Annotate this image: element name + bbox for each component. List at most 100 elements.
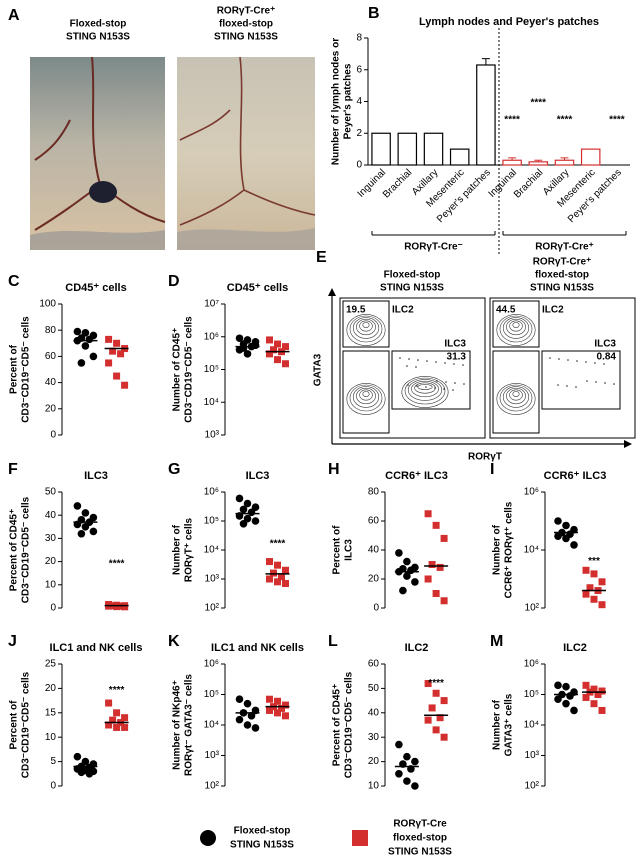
- data-point: [85, 335, 94, 344]
- data-point: [89, 352, 98, 361]
- y-tick-label: 50: [45, 487, 57, 498]
- significance: ****: [504, 115, 520, 126]
- event-dot: [566, 385, 568, 387]
- contour: [502, 317, 530, 339]
- contour: [509, 389, 523, 401]
- y-tick-label: 20: [45, 556, 57, 567]
- event-dot: [558, 358, 560, 360]
- y-tick-label: 60: [368, 659, 380, 670]
- y-axis-label: Peyer's patches: [343, 63, 354, 139]
- y-axis-label: GATA3: [313, 353, 324, 386]
- y-tick-label: 10⁵: [204, 364, 219, 375]
- contour: [349, 315, 383, 343]
- event-dot: [443, 388, 445, 390]
- event-dot: [399, 357, 401, 359]
- bar: [423, 132, 444, 166]
- data-point: [432, 521, 440, 529]
- data-point: [554, 681, 562, 690]
- data-point: [113, 372, 121, 380]
- data-point: [582, 681, 590, 689]
- data-point: [81, 523, 90, 531]
- contour: [509, 320, 523, 332]
- y-tick-label: 10: [45, 579, 57, 590]
- y-tick-label: 10: [45, 732, 57, 743]
- data-point: [582, 566, 590, 574]
- event-dot: [436, 380, 438, 382]
- data-point: [266, 558, 273, 566]
- event-dot: [416, 385, 418, 387]
- data-point: [428, 561, 436, 568]
- data-point: [85, 770, 94, 778]
- y-tick-label: 10⁵: [204, 516, 219, 527]
- data-point: [251, 517, 260, 525]
- contour: [506, 318, 526, 336]
- y-tick-label: 10²: [205, 603, 220, 614]
- y-tick-label: 10³: [205, 430, 220, 441]
- gate-value: 19.5: [346, 305, 366, 316]
- y-tick-label: 8: [356, 33, 362, 44]
- data-point: [266, 336, 273, 344]
- event-dot: [445, 381, 447, 383]
- contour: [496, 383, 536, 415]
- data-point: [109, 716, 117, 724]
- data-point: [598, 687, 606, 695]
- gate: [342, 300, 390, 348]
- data-point: [582, 590, 590, 598]
- y-tick-label: 10³: [205, 750, 220, 761]
- legend-label: floxed-stop: [393, 833, 447, 844]
- data-point: [113, 339, 121, 347]
- y-tick-label: 2: [356, 128, 362, 139]
- contour: [359, 389, 373, 401]
- data-point: [403, 752, 411, 761]
- event-dot: [444, 362, 446, 364]
- arrow-head: [328, 288, 336, 296]
- data-point: [266, 350, 273, 358]
- legend-label: STING N153S: [230, 840, 294, 851]
- data-point: [282, 566, 289, 574]
- contour: [362, 391, 370, 397]
- event-dot: [576, 360, 578, 362]
- significance: ****: [428, 678, 444, 689]
- gate-label: ILC2: [542, 305, 564, 316]
- significance: ****: [109, 559, 125, 570]
- legend-label: RORγT-Cre: [393, 819, 447, 830]
- data-point: [440, 534, 448, 542]
- y-axis-label: Number of lymph nodes or: [331, 38, 342, 165]
- gate-label: ILC3: [594, 339, 616, 350]
- data-point: [554, 517, 562, 525]
- data-point: [266, 695, 273, 703]
- data-point: [562, 521, 570, 530]
- y-tick-label: 10²: [525, 781, 540, 792]
- bar: [449, 148, 470, 166]
- arrow-head: [624, 440, 632, 448]
- data-point: [562, 682, 570, 691]
- event-dot: [595, 381, 597, 383]
- y-tick-label: 10⁵: [524, 689, 539, 700]
- contour: [506, 387, 526, 405]
- data-point: [278, 704, 285, 712]
- data-point: [270, 569, 277, 577]
- y-axis-label: Number of CD45⁺: [172, 328, 183, 412]
- y-axis-label: RORγT⁺ cells: [184, 517, 195, 582]
- data-point: [77, 529, 86, 538]
- photo-caption: RORγT-Cre⁺: [217, 6, 276, 17]
- event-dot: [567, 359, 569, 361]
- chart-title: ILC1 and NK cells: [211, 642, 304, 654]
- y-tick-label: 10⁴: [204, 545, 219, 556]
- data-point: [440, 697, 448, 705]
- data-point: [411, 782, 419, 790]
- gate-label: ILC3: [444, 339, 466, 350]
- chart-title: Lymph nodes and Peyer's patches: [419, 16, 599, 28]
- gate: [342, 350, 390, 434]
- data-point: [424, 680, 432, 688]
- event-dot: [452, 389, 454, 391]
- y-axis-label: Percent of CD45⁺: [9, 509, 20, 592]
- y-axis-label: Number of NKp46⁺: [172, 680, 183, 770]
- y-tick-label: 10⁶: [204, 331, 219, 342]
- y-axis-label: CD3⁻CD19⁻CD5⁻ cells: [184, 316, 195, 423]
- data-point: [403, 557, 411, 566]
- data-point: [395, 549, 403, 557]
- chart-title: CD45⁺ cells: [227, 282, 288, 294]
- data-point: [235, 695, 244, 704]
